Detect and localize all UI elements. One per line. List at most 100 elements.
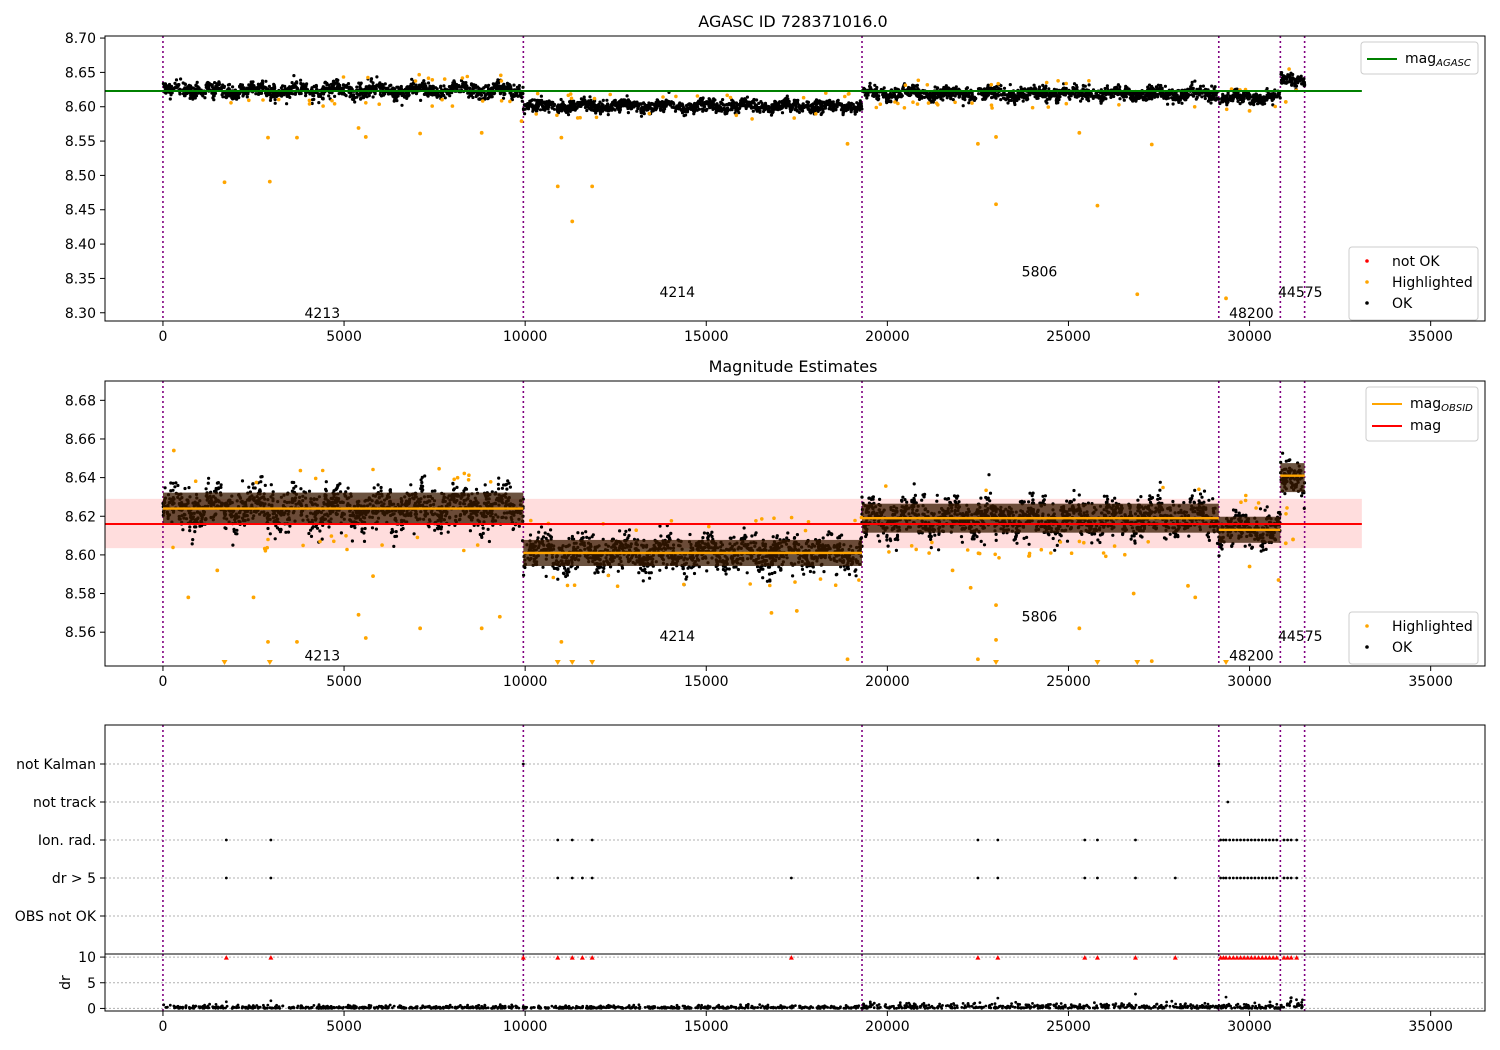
ok-point <box>481 526 485 530</box>
ok-point <box>894 97 898 101</box>
ok-point <box>951 86 956 90</box>
ok-point <box>292 83 296 87</box>
ok-point <box>412 532 416 536</box>
ok-point <box>562 104 566 108</box>
ok-point <box>1008 95 1013 99</box>
ok-point <box>181 92 185 96</box>
ok-point <box>1190 80 1194 84</box>
legend-marker <box>1365 280 1369 284</box>
ok-point <box>1057 91 1061 95</box>
ok-point <box>1104 97 1108 101</box>
ok-point <box>785 94 789 98</box>
ok-point <box>1290 79 1294 83</box>
ok-point <box>173 81 177 85</box>
ok-point <box>568 109 572 113</box>
ok-point <box>1213 85 1217 89</box>
ok-point <box>1032 83 1036 87</box>
ok-point <box>731 99 735 103</box>
ok-point <box>1217 97 1221 101</box>
highlighted-point <box>590 184 595 189</box>
ok-point <box>1141 96 1145 100</box>
ok-point <box>443 96 447 100</box>
ok-point <box>1037 85 1042 89</box>
ok-point <box>231 85 235 89</box>
ok-point <box>294 484 298 488</box>
highlighted-point <box>1192 105 1197 109</box>
ok-point <box>410 83 414 87</box>
ok-point <box>1282 77 1286 81</box>
ok-point <box>624 101 629 105</box>
ok-point <box>632 105 636 109</box>
ok-point <box>1263 102 1267 106</box>
highlighted-point <box>994 202 998 207</box>
ok-point <box>369 77 374 81</box>
ok-point <box>432 86 436 90</box>
highlighted-point <box>695 94 700 98</box>
ok-point <box>963 98 967 102</box>
ok-point <box>767 104 771 109</box>
ok-point <box>435 87 439 91</box>
ok-point <box>299 78 303 82</box>
highlighted-point <box>364 101 368 105</box>
ok-point <box>309 528 313 532</box>
ok-point <box>855 101 859 105</box>
ok-point <box>610 108 614 112</box>
ok-point <box>944 84 948 88</box>
ok-point <box>881 93 885 97</box>
ok-point <box>1269 95 1273 99</box>
ok-point <box>402 93 406 97</box>
highlighted-point <box>555 184 560 189</box>
ok-point <box>648 103 653 107</box>
ok-point <box>347 87 351 91</box>
ok-point <box>392 94 396 98</box>
highlighted-point <box>330 98 334 103</box>
ok-point <box>933 85 937 89</box>
highlighted-point <box>750 117 754 121</box>
ok-point <box>831 100 835 104</box>
highlighted-point <box>953 100 957 105</box>
ok-point <box>595 109 599 113</box>
highlighted-points-near <box>229 67 1299 121</box>
highlighted-point <box>321 104 325 108</box>
ok-point <box>763 103 767 107</box>
ok-point <box>219 86 223 90</box>
outlier-points <box>222 100 1288 301</box>
y-tick-label: 8.30 <box>65 306 96 322</box>
ok-point <box>455 485 459 489</box>
ok-point <box>433 528 437 532</box>
ok-point <box>1264 98 1268 102</box>
ok-point <box>1118 97 1122 101</box>
highlighted-point <box>499 73 503 78</box>
ok-point <box>1206 99 1210 103</box>
highlighted-point <box>934 101 939 105</box>
ok-point <box>359 87 363 91</box>
ok-point <box>489 86 494 90</box>
ok-point <box>740 97 744 101</box>
ok-point <box>701 109 705 113</box>
ok-point <box>499 87 503 91</box>
ok-point <box>1195 95 1199 99</box>
ok-point <box>931 99 935 103</box>
ok-point <box>1006 101 1010 105</box>
y-tick-label: 8.45 <box>65 203 96 219</box>
ok-point <box>214 84 218 88</box>
ok-point <box>990 92 994 96</box>
ok-point <box>899 92 903 97</box>
ok-point <box>692 108 696 112</box>
ok-point <box>189 94 193 98</box>
ok-point <box>1175 93 1179 97</box>
ok-point <box>533 106 537 110</box>
highlighted-point <box>460 76 465 80</box>
ok-point <box>1162 96 1166 100</box>
ok-point <box>755 108 759 112</box>
ok-point <box>537 99 541 104</box>
ok-point <box>949 95 953 100</box>
y-tick-label: 8.50 <box>65 168 96 184</box>
ok-point <box>490 95 494 99</box>
ok-point <box>639 106 644 110</box>
ok-point <box>589 104 593 108</box>
ok-point <box>331 82 335 86</box>
highlighted-point <box>878 102 883 106</box>
highlighted-point <box>1247 108 1252 113</box>
highlighted-point <box>824 91 828 95</box>
